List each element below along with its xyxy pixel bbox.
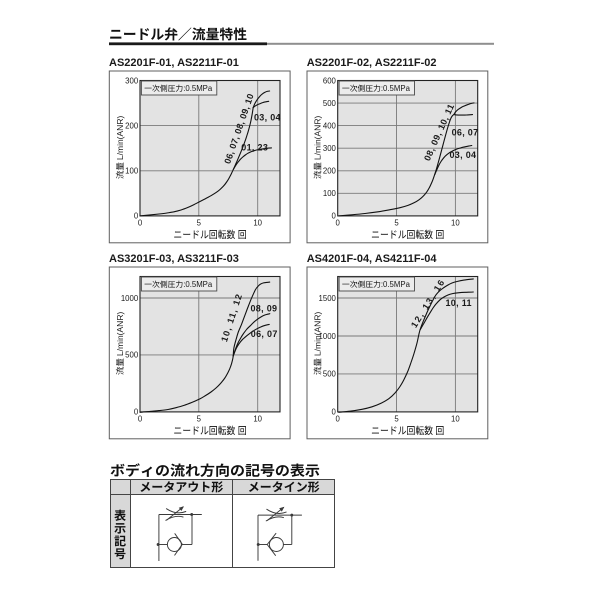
svg-text:400: 400 [323,121,337,130]
svg-text:L/min(ANR): L/min(ANR) [115,116,125,161]
svg-text::0.5MPa: :0.5MPa [381,84,411,93]
svg-text:300: 300 [125,76,139,85]
svg-text:0: 0 [336,218,341,227]
svg-text:5: 5 [394,218,399,227]
svg-text:03, 04: 03, 04 [450,150,477,160]
svg-text:1500: 1500 [319,294,337,303]
svg-text:0: 0 [134,408,139,417]
svg-text:AS2201F-02, AS2211F-02: AS2201F-02, AS2211F-02 [307,57,437,69]
svg-text:100: 100 [125,167,139,176]
svg-text:L/min(ANR): L/min(ANR) [115,312,125,357]
svg-text:10: 10 [451,218,460,227]
svg-text:10: 10 [253,414,262,423]
svg-text:200: 200 [125,121,139,130]
svg-text:5: 5 [197,218,202,227]
svg-text::0.5MPa: :0.5MPa [381,280,411,289]
svg-text:03, 04: 03, 04 [254,112,281,122]
svg-text:10: 10 [451,414,460,423]
svg-text:200: 200 [323,167,337,176]
svg-text:500: 500 [323,370,337,379]
svg-text:0: 0 [138,414,143,423]
svg-text:300: 300 [323,144,337,153]
svg-text:08, 09: 08, 09 [251,304,278,314]
svg-text:100: 100 [323,189,337,198]
svg-text:06, 07: 06, 07 [452,128,479,138]
svg-text:5: 5 [197,414,202,423]
svg-text:0: 0 [332,212,337,221]
svg-text:0: 0 [134,212,139,221]
svg-text:L/min(ANR): L/min(ANR) [313,312,323,357]
svg-text:10: 10 [253,218,262,227]
svg-text:10, 11: 10, 11 [446,298,472,308]
svg-text:AS2201F-01, AS2211F-01: AS2201F-01, AS2211F-01 [109,57,239,69]
svg-text::0.5MPa: :0.5MPa [183,280,213,289]
svg-text:AS3201F-03, AS3211F-03: AS3201F-03, AS3211F-03 [109,253,239,265]
svg-text:5: 5 [394,414,399,423]
svg-text:1000: 1000 [121,294,139,303]
svg-text:500: 500 [125,351,139,360]
svg-text::0.5MPa: :0.5MPa [183,84,213,93]
svg-text:01, 23: 01, 23 [241,143,268,153]
svg-text:0: 0 [138,218,143,227]
svg-text:600: 600 [323,76,337,85]
svg-text:0: 0 [336,414,341,423]
svg-text:L/min(ANR): L/min(ANR) [313,116,323,161]
svg-text:06, 07: 06, 07 [251,329,278,339]
svg-text:0: 0 [332,408,337,417]
svg-text:500: 500 [323,99,337,108]
svg-text:1000: 1000 [319,332,337,341]
svg-text:AS4201F-04, AS4211F-04: AS4201F-04, AS4211F-04 [307,253,438,265]
